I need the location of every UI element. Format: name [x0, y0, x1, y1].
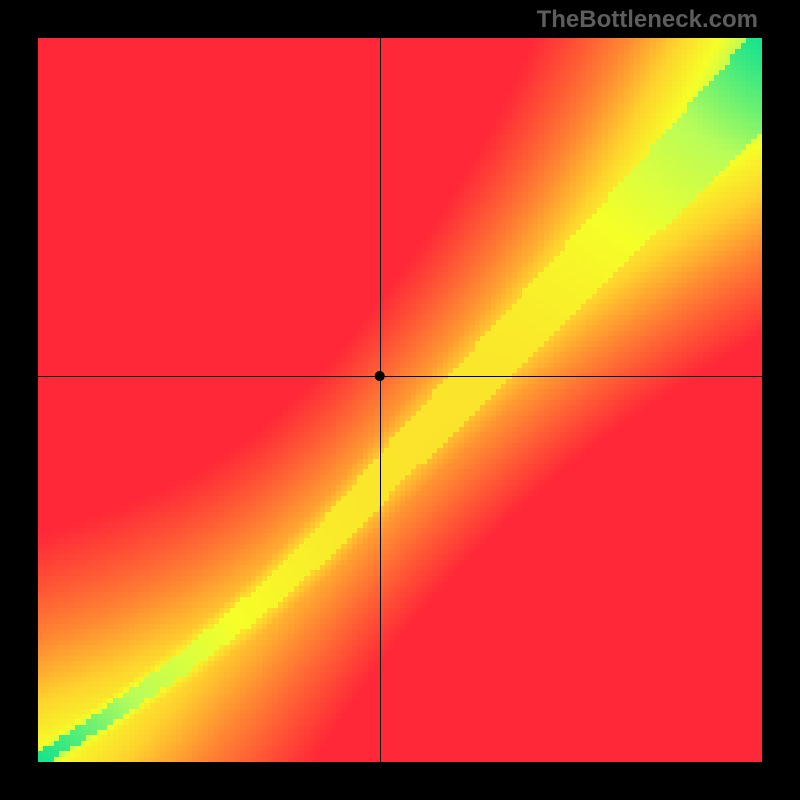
chart-root: TheBottleneck.com	[0, 0, 800, 800]
bottleneck-heatmap-canvas	[0, 0, 800, 800]
